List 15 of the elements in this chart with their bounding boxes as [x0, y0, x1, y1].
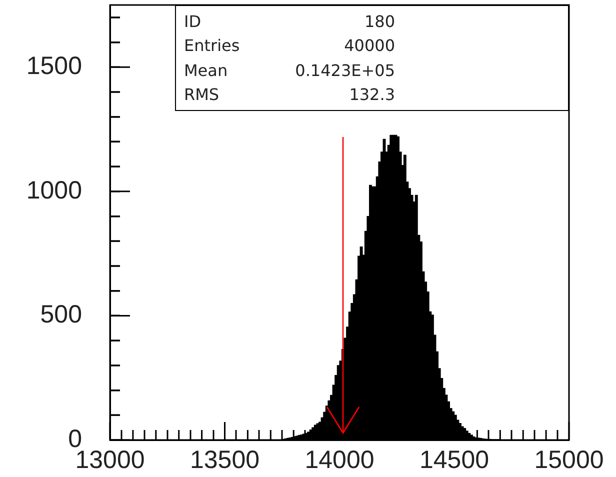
y-tick-label: 500 [40, 300, 82, 329]
y-tick-label: 1500 [26, 52, 82, 80]
x-tick-label: 14000 [304, 446, 374, 474]
y-tick-label: 1000 [26, 176, 82, 204]
x-tick-label: 15000 [534, 446, 604, 474]
annotation: 132.3 [348, 85, 395, 104]
annotation: 0.1423E+05 [294, 60, 395, 80]
annotation: ID [184, 12, 202, 31]
annotation: Mean [184, 60, 229, 80]
annotation: Entries [184, 36, 240, 56]
annotation: RMS [184, 85, 220, 104]
annotation: 180 [363, 12, 395, 31]
annotation: 40000 [343, 36, 395, 56]
x-tick-label: 13500 [190, 446, 260, 474]
x-tick-label: 14500 [419, 446, 490, 474]
